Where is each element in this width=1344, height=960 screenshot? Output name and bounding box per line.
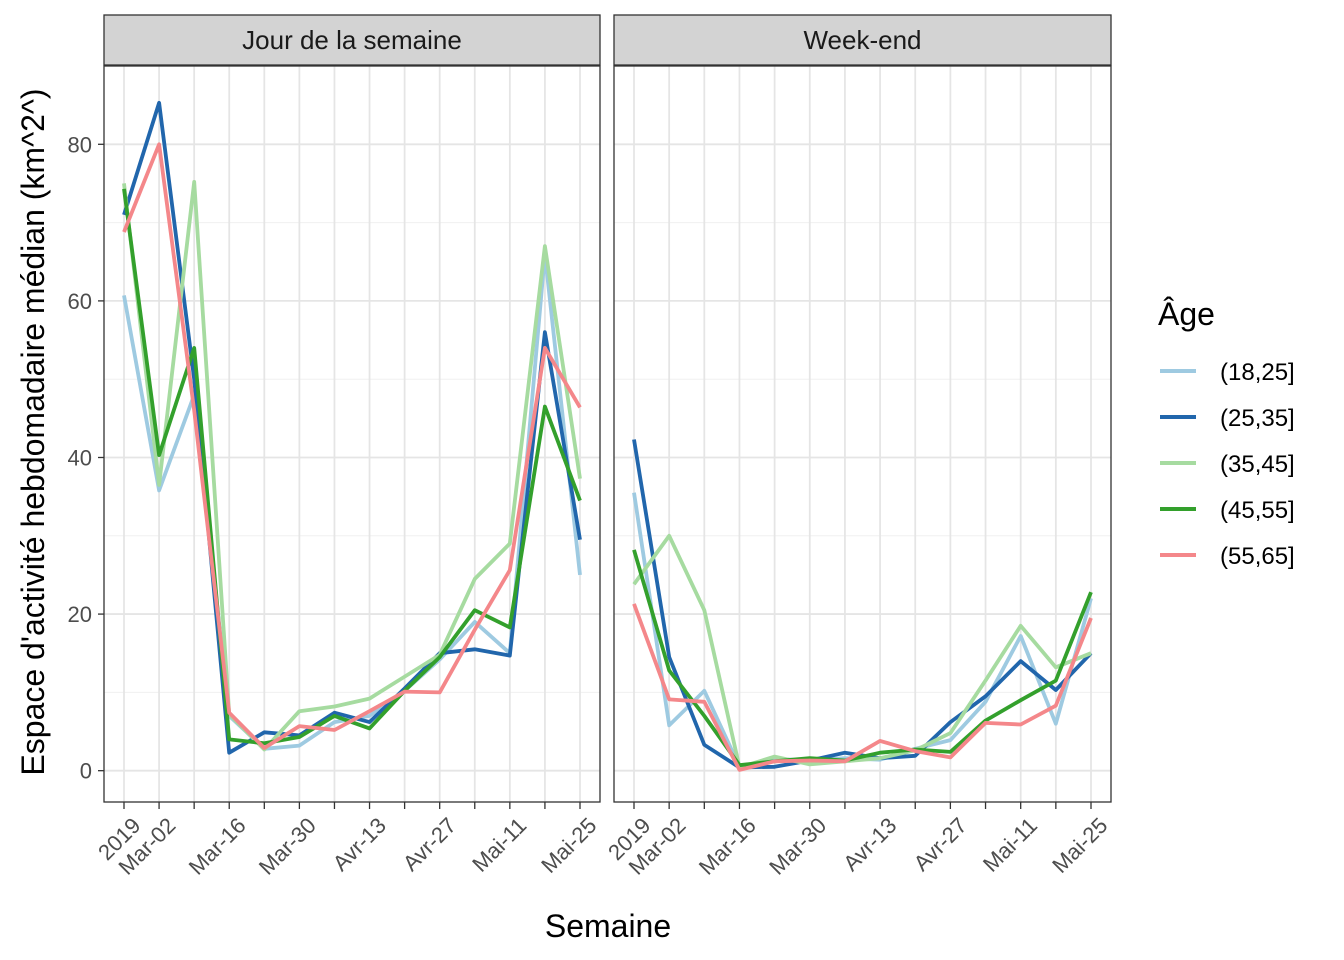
series-line-(35,45] [632, 533, 1092, 770]
y-tick-label: 80 [68, 132, 92, 157]
legend-label: (35,45] [1220, 451, 1295, 478]
y-tick-label: 40 [68, 445, 92, 470]
facet-strip-title: Jour de la semaine [242, 25, 462, 55]
panel-border [613, 65, 1112, 803]
series-line-(25,35] [122, 100, 582, 755]
series-line-(55,65] [632, 603, 1093, 772]
y-tick-label: 20 [68, 602, 92, 627]
facet-strip [103, 14, 601, 66]
y-axis-title: Espace d'activité hebdomadaire médian (k… [15, 88, 51, 775]
y-tick-label: 60 [68, 289, 92, 314]
legend: Âge(18,25] (25,35] (35,45] (45,55] (55,65] [1158, 296, 1295, 570]
legend-label: (45,55] [1220, 497, 1295, 524]
panel-background [614, 66, 1111, 802]
series-line-(45,55] [632, 549, 1093, 768]
y-tick-label: 0 [80, 759, 92, 784]
facet-strip-title: Week-end [803, 25, 921, 55]
panel-border [103, 65, 601, 803]
panel-background [104, 66, 600, 802]
facet-strip [613, 14, 1112, 66]
legend-title: Âge [1158, 296, 1215, 332]
series-line-(55,65] [122, 142, 582, 750]
series-line-(35,45] [122, 180, 582, 752]
legend-label: (55,65] [1220, 543, 1295, 570]
legend-label: (18,25] [1220, 359, 1295, 386]
legend-label: (25,35] [1220, 405, 1295, 432]
x-axis-title: Semaine [545, 908, 671, 944]
